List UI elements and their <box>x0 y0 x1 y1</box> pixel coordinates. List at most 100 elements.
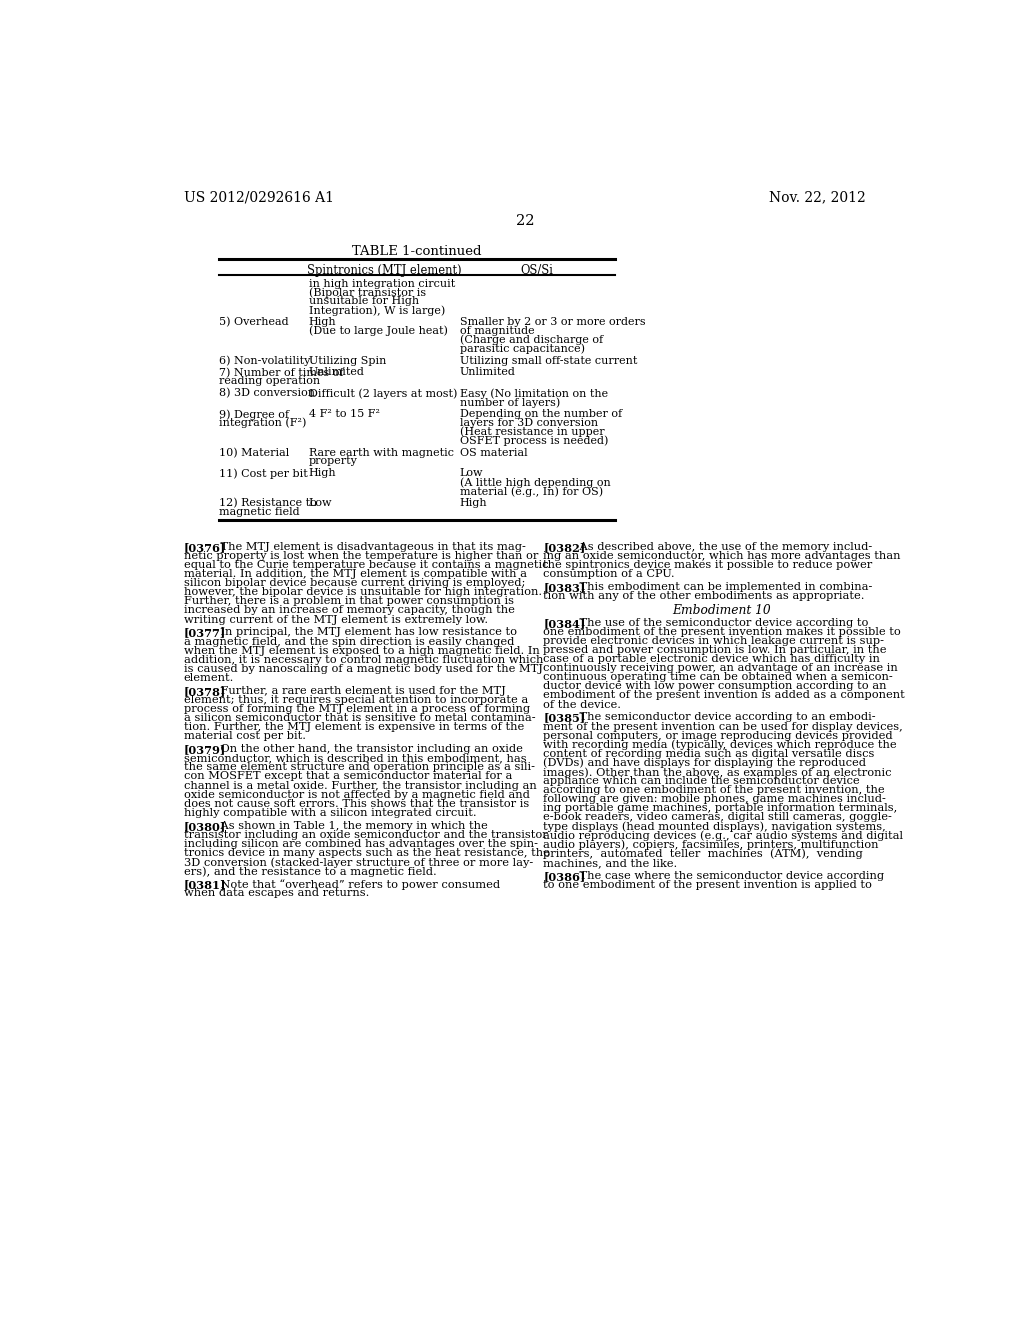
Text: 7) Number of times of: 7) Number of times of <box>219 367 344 378</box>
Text: [0382]: [0382] <box>544 543 586 553</box>
Text: however, the bipolar device is unsuitable for high integration.: however, the bipolar device is unsuitabl… <box>183 587 542 597</box>
Text: 10) Material: 10) Material <box>219 447 290 458</box>
Text: one embodiment of the present invention makes it possible to: one embodiment of the present invention … <box>544 627 901 636</box>
Text: (Bipolar transistor is: (Bipolar transistor is <box>308 288 426 298</box>
Text: The MTJ element is disadvantageous in that its mag-: The MTJ element is disadvantageous in th… <box>206 543 525 552</box>
Text: personal computers, or image reproducing devices provided: personal computers, or image reproducing… <box>544 731 893 741</box>
Text: tion with any of the other embodiments as appropriate.: tion with any of the other embodiments a… <box>544 591 865 601</box>
Text: according to one embodiment of the present invention, the: according to one embodiment of the prese… <box>544 785 885 795</box>
Text: [0386]: [0386] <box>544 871 586 882</box>
Text: tion. Further, the MTJ element is expensive in terms of the: tion. Further, the MTJ element is expens… <box>183 722 524 733</box>
Text: layers for 3D conversion: layers for 3D conversion <box>460 418 598 428</box>
Text: tronics device in many aspects such as the heat resistance, the: tronics device in many aspects such as t… <box>183 847 550 858</box>
Text: continuous operating time can be obtained when a semicon-: continuous operating time can be obtaine… <box>544 672 893 682</box>
Text: audio reproducing devices (e.g., car audio systems and digital: audio reproducing devices (e.g., car aud… <box>544 830 903 841</box>
Text: ing an oxide semiconductor, which has more advantages than: ing an oxide semiconductor, which has mo… <box>544 550 901 561</box>
Text: TABLE 1-continued: TABLE 1-continued <box>352 244 482 257</box>
Text: Unlimited: Unlimited <box>308 367 365 378</box>
Text: (DVDs) and have displays for displaying the reproduced: (DVDs) and have displays for displaying … <box>544 758 866 768</box>
Text: machines, and the like.: machines, and the like. <box>544 858 678 867</box>
Text: 6) Non-volatility: 6) Non-volatility <box>219 355 311 366</box>
Text: Further, there is a problem in that power consumption is: Further, there is a problem in that powe… <box>183 597 514 606</box>
Text: ing portable game machines, portable information terminals,: ing portable game machines, portable inf… <box>544 804 898 813</box>
Text: 5) Overhead: 5) Overhead <box>219 317 289 327</box>
Text: property: property <box>308 457 357 466</box>
Text: (Heat resistance in upper: (Heat resistance in upper <box>460 426 604 437</box>
Text: Note that “overhead” refers to power consumed: Note that “overhead” refers to power con… <box>206 879 500 890</box>
Text: addition, it is necessary to control magnetic fluctuation which: addition, it is necessary to control mag… <box>183 655 543 665</box>
Text: This embodiment can be implemented in combina-: This embodiment can be implemented in co… <box>565 582 872 593</box>
Text: Nov. 22, 2012: Nov. 22, 2012 <box>769 191 866 205</box>
Text: pressed and power consumption is low. In particular, in the: pressed and power consumption is low. In… <box>544 645 887 655</box>
Text: Low: Low <box>308 498 332 508</box>
Text: content of recording media such as digital versatile discs: content of recording media such as digit… <box>544 748 874 759</box>
Text: The semiconductor device according to an embodi-: The semiconductor device according to an… <box>565 713 876 722</box>
Text: of the device.: of the device. <box>544 700 622 710</box>
Text: [0384]: [0384] <box>544 618 586 628</box>
Text: OSFET process is needed): OSFET process is needed) <box>460 436 608 446</box>
Text: In principal, the MTJ element has low resistance to: In principal, the MTJ element has low re… <box>206 627 516 638</box>
Text: Integration), W is large): Integration), W is large) <box>308 305 444 315</box>
Text: [0376]: [0376] <box>183 543 226 553</box>
Text: 8) 3D conversion: 8) 3D conversion <box>219 388 315 399</box>
Text: is caused by nanoscaling of a magnetic body used for the MTJ: is caused by nanoscaling of a magnetic b… <box>183 664 543 673</box>
Text: Unlimited: Unlimited <box>460 367 515 378</box>
Text: increased by an increase of memory capacity, though the: increased by an increase of memory capac… <box>183 606 515 615</box>
Text: a silicon semiconductor that is sensitive to metal contamina-: a silicon semiconductor that is sensitiv… <box>183 713 536 723</box>
Text: The case where the semiconductor device according: The case where the semiconductor device … <box>565 871 885 880</box>
Text: e-book readers, video cameras, digital still cameras, goggle-: e-book readers, video cameras, digital s… <box>544 812 892 822</box>
Text: number of layers): number of layers) <box>460 397 560 408</box>
Text: provide electronic devices in which leakage current is sup-: provide electronic devices in which leak… <box>544 636 885 645</box>
Text: material (e.g., In) for OS): material (e.g., In) for OS) <box>460 486 603 496</box>
Text: netic property is lost when the temperature is higher than or: netic property is lost when the temperat… <box>183 550 539 561</box>
Text: printers,  automated  teller  machines  (ATM),  vending: printers, automated teller machines (ATM… <box>544 849 863 859</box>
Text: Low: Low <box>460 469 483 478</box>
Text: images). Other than the above, as examples of an electronic: images). Other than the above, as exampl… <box>544 767 892 777</box>
Text: Depending on the number of: Depending on the number of <box>460 409 622 418</box>
Text: On the other hand, the transistor including an oxide: On the other hand, the transistor includ… <box>206 744 522 754</box>
Text: type displays (head mounted displays), navigation systems,: type displays (head mounted displays), n… <box>544 821 886 832</box>
Text: Utilizing Spin: Utilizing Spin <box>308 355 386 366</box>
Text: As shown in Table 1, the memory in which the: As shown in Table 1, the memory in which… <box>206 821 487 830</box>
Text: to one embodiment of the present invention is applied to: to one embodiment of the present inventi… <box>544 880 872 890</box>
Text: 22: 22 <box>515 214 535 228</box>
Text: High: High <box>308 317 336 327</box>
Text: [0383]: [0383] <box>544 582 586 593</box>
Text: con MOSFET except that a semiconductor material for a: con MOSFET except that a semiconductor m… <box>183 771 512 781</box>
Text: The use of the semiconductor device according to: The use of the semiconductor device acco… <box>565 618 868 628</box>
Text: ment of the present invention can be used for display devices,: ment of the present invention can be use… <box>544 722 903 731</box>
Text: Embodiment 10: Embodiment 10 <box>673 605 771 616</box>
Text: following are given: mobile phones, game machines includ-: following are given: mobile phones, game… <box>544 795 887 804</box>
Text: ers), and the resistance to a magnetic field.: ers), and the resistance to a magnetic f… <box>183 866 436 876</box>
Text: Spintronics (MTJ element): Spintronics (MTJ element) <box>307 264 462 277</box>
Text: silicon bipolar device because current driving is employed;: silicon bipolar device because current d… <box>183 578 525 589</box>
Text: material. In addition, the MTJ element is compatible with a: material. In addition, the MTJ element i… <box>183 569 526 579</box>
Text: embodiment of the present invention is added as a component: embodiment of the present invention is a… <box>544 690 905 701</box>
Text: [0378]: [0378] <box>183 686 226 697</box>
Text: Rare earth with magnetic: Rare earth with magnetic <box>308 447 454 458</box>
Text: As described above, the use of the memory includ-: As described above, the use of the memor… <box>565 543 872 552</box>
Text: High: High <box>460 498 487 508</box>
Text: element.: element. <box>183 673 234 682</box>
Text: Smaller by 2 or 3 or more orders: Smaller by 2 or 3 or more orders <box>460 317 645 327</box>
Text: oxide semiconductor is not affected by a magnetic field and: oxide semiconductor is not affected by a… <box>183 789 529 800</box>
Text: (Charge and discharge of: (Charge and discharge of <box>460 335 603 346</box>
Text: [0379]: [0379] <box>183 744 226 755</box>
Text: (Due to large Joule heat): (Due to large Joule heat) <box>308 326 447 337</box>
Text: when the MTJ element is exposed to a high magnetic field. In: when the MTJ element is exposed to a hig… <box>183 645 540 656</box>
Text: process of forming the MTJ element in a process of forming: process of forming the MTJ element in a … <box>183 704 530 714</box>
Text: including silicon are combined has advantages over the spin-: including silicon are combined has advan… <box>183 840 538 849</box>
Text: the same element structure and operation principle as a sili-: the same element structure and operation… <box>183 763 535 772</box>
Text: when data escapes and returns.: when data escapes and returns. <box>183 888 370 898</box>
Text: High: High <box>308 469 336 478</box>
Text: case of a portable electronic device which has difficulty in: case of a portable electronic device whi… <box>544 655 881 664</box>
Text: the spintronics device makes it possible to reduce power: the spintronics device makes it possible… <box>544 560 872 570</box>
Text: continuously receiving power, an advantage of an increase in: continuously receiving power, an advanta… <box>544 663 898 673</box>
Text: 11) Cost per bit: 11) Cost per bit <box>219 469 308 479</box>
Text: Utilizing small off-state current: Utilizing small off-state current <box>460 355 637 366</box>
Text: equal to the Curie temperature because it contains a magnetic: equal to the Curie temperature because i… <box>183 560 548 570</box>
Text: 4 F² to 15 F²: 4 F² to 15 F² <box>308 409 380 418</box>
Text: writing current of the MTJ element is extremely low.: writing current of the MTJ element is ex… <box>183 615 487 624</box>
Text: 9) Degree of: 9) Degree of <box>219 409 290 420</box>
Text: ductor device with low power consumption according to an: ductor device with low power consumption… <box>544 681 887 692</box>
